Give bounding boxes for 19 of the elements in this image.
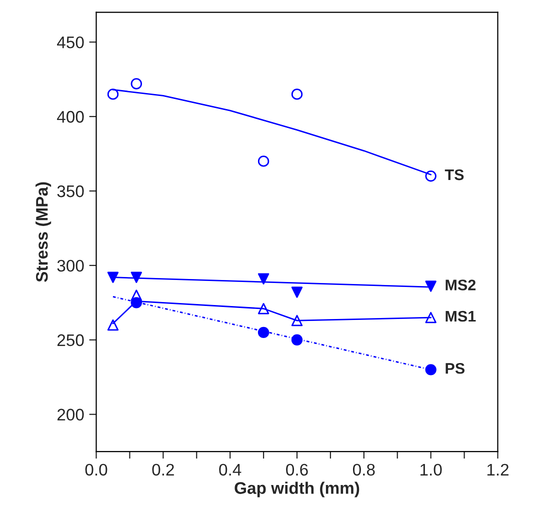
y-tick-label: 200 [57, 408, 84, 421]
x-tick-label: 1.2 [487, 464, 508, 476]
x-tick-label: 1.0 [420, 464, 442, 476]
y-tick-label: 250 [57, 334, 84, 346]
x-tick-label: 0.2 [152, 464, 174, 476]
x-tick-label: 0.4 [219, 464, 242, 476]
x-tick-label: 0.6 [286, 464, 308, 476]
x-axis-title: Gap width (mm) [234, 482, 360, 498]
series-label: MS1 [446, 310, 476, 322]
y-tick-label: 300 [57, 260, 84, 272]
series-label: TS [444, 169, 464, 180]
y-axis-title: Stress (MPa) [36, 182, 52, 282]
series-label: PS [446, 362, 465, 374]
x-tick-label: 0.0 [85, 464, 108, 476]
y-tick-label: 350 [57, 185, 84, 198]
y-tick-label: 450 [57, 36, 84, 48]
series-label: MS2 [446, 280, 476, 290]
x-tick-label: 0.8 [352, 464, 375, 476]
y-tick-label: 400 [57, 110, 84, 123]
